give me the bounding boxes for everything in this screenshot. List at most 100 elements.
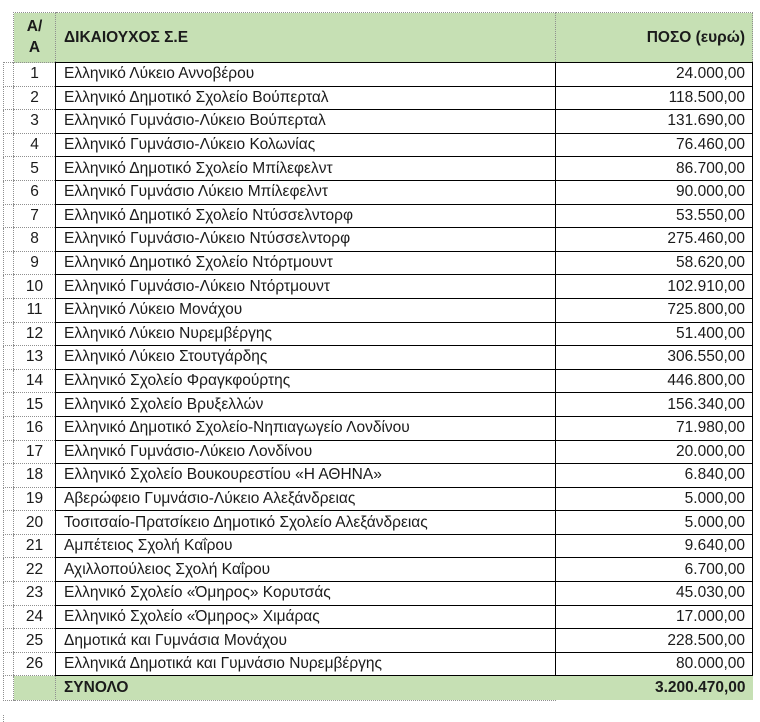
beneficiary-name: Ελληνικό Γυμνάσιο-Λύκειο Ντύσσελντορφ [55,227,556,252]
total-row-index-cell [13,675,56,701]
row-margin-cell [3,203,14,229]
row-margin-cell [3,581,14,606]
row-index: 10 [13,274,56,299]
table-row: 7 Ελληνικό Δημοτικό Σχολείο Ντύσσελντορφ… [3,203,753,229]
amount-value: 80.000,00 [555,651,753,677]
table-row: 6 Ελληνικό Γυμνάσιο Λύκειο Μπίλεφελντ 90… [3,179,753,205]
beneficiary-name: Αμπέτειος Σχολή Καΐρου [55,533,556,559]
row-margin-cell [3,439,14,465]
total-row: ΣΥΝΟΛΟ 3.200.470,00 [3,675,753,701]
table-row: 8 Ελληνικό Γυμνάσιο-Λύκειο Ντύσσελντορφ … [3,227,753,252]
amount-value: 102.910,00 [555,274,753,299]
beneficiary-name: Ελληνικό Σχολείο Φραγκφούρτης [55,368,556,394]
table-row: 2 Ελληνικό Δημοτικό Σχολείο Βούπερταλ 11… [3,85,753,111]
table-row: 9 Ελληνικό Δημοτικό Σχολείο Ντόρτμουντ 5… [3,250,753,276]
row-index: 18 [13,463,56,488]
row-index: 3 [13,109,56,134]
table-row: 13 Ελληνικό Λύκειο Στουτγάρδης 306.550,0… [3,345,753,370]
column-header-beneficiary: ΔΙΚΑΙΟΥΧΟΣ Σ.Ε [55,12,556,63]
table-row: 24 Ελληνικό Σχολείο «Όμηρος» Χιμάρας 17.… [3,604,753,630]
amount-value: 51.400,00 [555,321,753,347]
table-row: 26 Ελληνικά Δημοτικά και Γυμνάσιο Νυρεμβ… [3,651,753,677]
amount-value: 446.800,00 [555,368,753,394]
row-margin-cell [3,62,14,87]
row-index: 9 [13,250,56,276]
amount-value: 90.000,00 [555,179,753,205]
beneficiary-name: Ελληνικό Δημοτικό Σχολείο Ντύσσελντορφ [55,203,556,229]
row-margin-cell [3,628,14,653]
beneficiary-name: Αχιλλοπούλειος Σχολή Καΐρου [55,557,556,583]
amount-value: 71.980,00 [555,415,753,441]
amount-value: 118.500,00 [555,85,753,111]
table-row: 21 Αμπέτειος Σχολή Καΐρου 9.640,00 [3,533,753,559]
row-margin-cell [3,651,14,677]
row-margin-cell [3,557,14,583]
row-index: 7 [13,203,56,229]
table-row: 16 Ελληνικό Δημοτικό Σχολείο-Νηπιαγωγείο… [3,415,753,441]
row-index: 15 [13,392,56,417]
column-header-index: Α/Α [13,12,56,63]
beneficiary-name: Ελληνικό Λύκειο Μονάχου [55,297,556,323]
funding-table: Α/Α ΔΙΚΑΙΟΥΧΟΣ Σ.Ε ΠΟΣΟ (ευρώ) 1 Ελληνικ… [3,12,753,701]
header-row: Α/Α ΔΙΚΑΙΟΥΧΟΣ Σ.Ε ΠΟΣΟ (ευρώ) [4,12,753,63]
row-index: 2 [13,85,56,111]
row-index: 8 [13,227,56,252]
row-margin-cell [3,345,14,370]
table-row: 20 Τοσιτσαίο-Πρατσίκειο Δημοτικό Σχολείο… [3,510,753,535]
beneficiary-name: Ελληνικά Δημοτικά και Γυμνάσιο Νυρεμβέργ… [55,651,556,677]
column-header-amount: ΠΟΣΟ (ευρώ) [555,12,753,63]
beneficiary-name: Ελληνικό Σχολείο Βουκουρεστίου «Η ΑΘΗΝΑ» [55,463,556,488]
amount-value: 53.550,00 [555,203,753,229]
row-index: 1 [13,62,56,87]
beneficiary-name: Ελληνικό Σχολείο Βρυξελλών [55,392,556,417]
table-row: 10 Ελληνικό Γυμνάσιο-Λύκειο Ντόρτμουντ 1… [3,274,753,299]
beneficiary-name: Ελληνικό Γυμνάσιο-Λύκειο Λονδίνου [55,439,556,465]
row-index: 13 [13,345,56,370]
amount-value: 45.030,00 [555,581,753,606]
amount-value: 20.000,00 [555,439,753,465]
beneficiary-name: Ελληνικό Δημοτικό Σχολείο Βούπερταλ [55,85,556,111]
amount-value: 6.840,00 [555,463,753,488]
row-margin-cell [3,274,14,299]
row-index: 6 [13,179,56,205]
amount-value: 5.000,00 [555,486,753,512]
beneficiary-name: Ελληνικό Γυμνάσιο Λύκειο Μπίλεφελντ [55,179,556,205]
row-margin-cell [3,250,14,276]
beneficiary-name: Ελληνικό Γυμνάσιο-Λύκειο Βούπερταλ [55,109,556,134]
left-margin-cell [3,675,14,701]
row-index: 4 [13,132,56,158]
row-index: 19 [13,486,56,512]
table-row: 22 Αχιλλοπούλειος Σχολή Καΐρου 6.700,00 [3,557,753,583]
table-row: 19 Αβερώφειο Γυμνάσιο-Λύκειο Αλεξάνδρεια… [3,486,753,512]
left-margin-cell [4,13,14,63]
beneficiary-name: Ελληνικό Δημοτικό Σχολείο-Νηπιαγωγείο Λο… [55,415,556,441]
row-index: 21 [13,533,56,559]
row-margin-cell [3,486,14,512]
amount-value: 306.550,00 [555,345,753,370]
row-margin-cell [3,297,14,323]
amount-value: 156.340,00 [555,392,753,417]
beneficiary-name: Τοσιτσαίο-Πρατσίκειο Δημοτικό Σχολείο Αλ… [55,510,556,535]
row-margin-cell [3,368,14,394]
row-index: 17 [13,439,56,465]
beneficiary-name: Ελληνικό Λύκειο Νυρεμβέργης [55,321,556,347]
beneficiary-name: Ελληνικό Δημοτικό Σχολείο Μπίλεφελντ [55,156,556,181]
row-index: 25 [13,628,56,653]
beneficiary-name: Ελληνικό Σχολείο «Όμηρος» Κορυτσάς [55,581,556,606]
table-row: 23 Ελληνικό Σχολείο «Όμηρος» Κορυτσάς 45… [3,581,753,606]
beneficiary-name: Ελληνικό Λύκειο Στουτγάρδης [55,345,556,370]
row-margin-cell [3,156,14,181]
amount-value: 58.620,00 [555,250,753,276]
row-margin-cell [3,463,14,488]
row-index: 16 [13,415,56,441]
amount-value: 6.700,00 [555,557,753,583]
table-row: 3 Ελληνικό Γυμνάσιο-Λύκειο Βούπερταλ 131… [3,109,753,134]
table-row: 14 Ελληνικό Σχολείο Φραγκφούρτης 446.800… [3,368,753,394]
beneficiary-name: Ελληνικό Λύκειο Αννοβέρου [55,62,556,87]
row-margin-cell [3,227,14,252]
row-margin-cell [3,510,14,535]
row-index: 24 [13,604,56,630]
row-index: 26 [13,651,56,677]
table-row: 12 Ελληνικό Λύκειο Νυρεμβέργης 51.400,00 [3,321,753,347]
row-index: 5 [13,156,56,181]
